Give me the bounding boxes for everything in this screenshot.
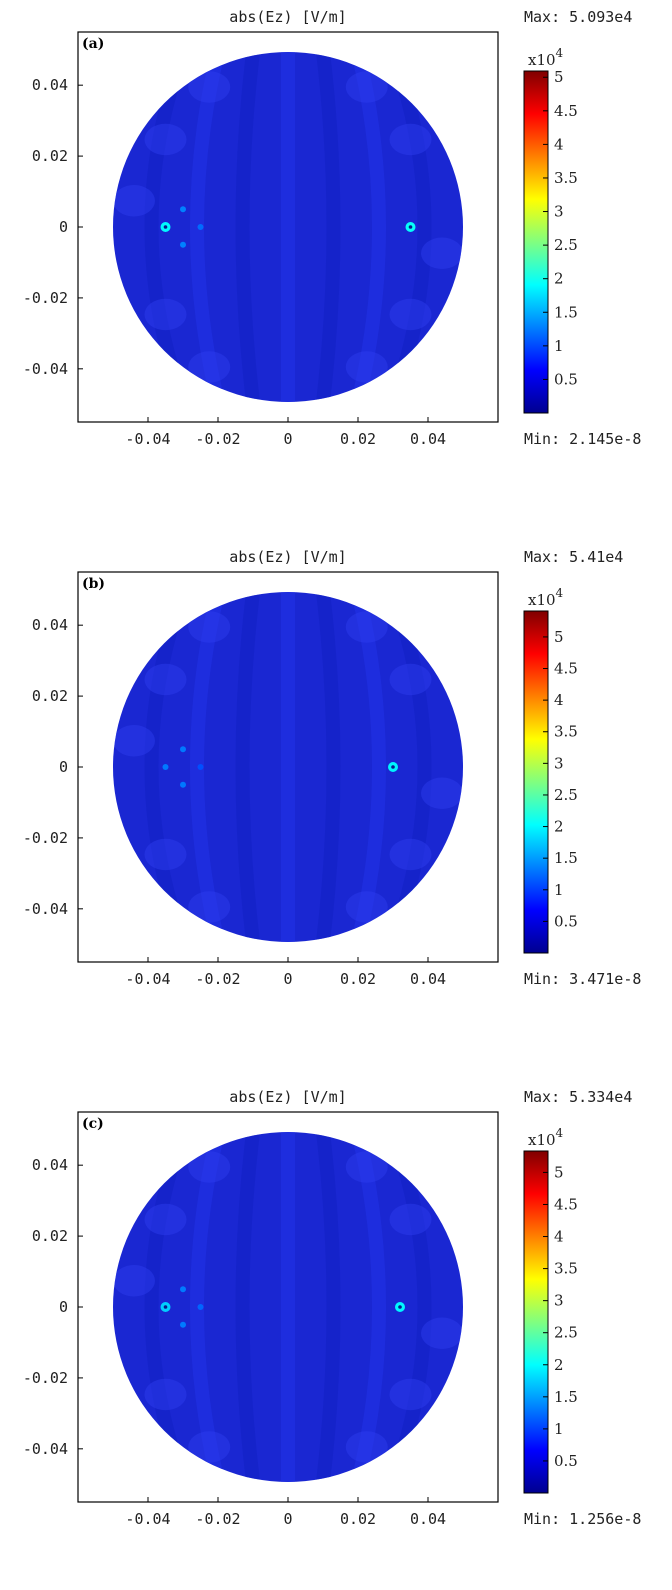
hotspot-2 bbox=[180, 1321, 186, 1328]
colorbar-tick-label: 5 bbox=[554, 628, 564, 646]
min-label: Min: 1.256e-8 bbox=[524, 1510, 641, 1528]
y-tick-label: 0.02 bbox=[32, 147, 68, 165]
x-tick-label: 0.02 bbox=[340, 430, 376, 448]
panel-label: (c) bbox=[82, 1116, 104, 1132]
colorbar-tick-label: 4 bbox=[554, 691, 564, 709]
colorbar-exponent: x104 bbox=[528, 586, 564, 609]
x-tick-label: -0.02 bbox=[195, 430, 240, 448]
colorbar-tick-label: 4.5 bbox=[554, 102, 578, 120]
colorbar-tick-label: 1.5 bbox=[554, 849, 578, 867]
y-tick-label: -0.02 bbox=[23, 289, 68, 307]
y-tick-label: 0 bbox=[59, 218, 68, 236]
min-label: Min: 3.471e-8 bbox=[524, 970, 641, 988]
colorbar-tick-label: 2 bbox=[554, 1356, 564, 1374]
y-tick-label: 0.04 bbox=[32, 616, 68, 634]
colorbar-tick-label: 0.5 bbox=[554, 370, 578, 388]
hotspot-3 bbox=[197, 764, 204, 770]
colorbar-exponent-sup: 4 bbox=[556, 46, 564, 60]
colorbar-tick-label: 0.5 bbox=[554, 912, 578, 930]
hotspot-3 bbox=[197, 1304, 204, 1310]
colorbar-tick-label: 4 bbox=[554, 135, 564, 153]
x-tick-label: -0.02 bbox=[195, 970, 240, 988]
max-label: Max: 5.334e4 bbox=[524, 1088, 632, 1106]
field-plot-svg: abs(Ez) [V/m] Max: 5.093e4 (a) 0.04 0.02 0 -0.… bbox=[23, 8, 642, 448]
colorbar-tick-label: 1.5 bbox=[554, 303, 578, 321]
hotspot-1 bbox=[180, 206, 186, 213]
colorbar-tick-label: 3.5 bbox=[554, 1260, 578, 1278]
x-tick-label: -0.04 bbox=[125, 970, 170, 988]
colorbar-tick-label: 4.5 bbox=[554, 1195, 578, 1213]
colorbar bbox=[523, 610, 549, 954]
y-tick-label: -0.04 bbox=[23, 1440, 68, 1458]
colorbar bbox=[523, 1150, 549, 1494]
y-tick-label: -0.04 bbox=[23, 900, 68, 918]
y-tick-label: -0.02 bbox=[23, 1369, 68, 1387]
x-tick-label: 0.02 bbox=[340, 1510, 376, 1528]
panel-a: abs(Ez) [V/m] Max: 5.093e4 (a) 0.04 0.02 0 -0.… bbox=[0, 0, 672, 510]
y-tick-label: 0.04 bbox=[32, 1156, 68, 1174]
y-tick-label: 0 bbox=[59, 1298, 68, 1316]
field-plot-svg: abs(Ez) [V/m] Max: 5.334e4 (c) 0.04 0.02 0 -0.… bbox=[23, 1088, 642, 1528]
x-tick-label: -0.04 bbox=[125, 1510, 170, 1528]
min-label: Min: 2.145e-8 bbox=[524, 430, 641, 448]
colorbar-tick-label: 3 bbox=[554, 203, 564, 221]
colorbar-tick-label: 2 bbox=[554, 270, 564, 288]
hotspot-0 bbox=[162, 764, 169, 770]
colorbar-tick-label: 3 bbox=[554, 1292, 564, 1310]
panel-b: abs(Ez) [V/m] Max: 5.41e4 (b) 0.04 0.02 0 -0.0… bbox=[0, 540, 672, 1050]
colorbar-tick-label: 2 bbox=[554, 818, 564, 836]
colorbar-tick-label: 2.5 bbox=[554, 786, 578, 804]
colorbar-exponent: x104 bbox=[528, 46, 564, 69]
colorbar-tick-label: 3 bbox=[554, 754, 564, 772]
panel-label: (a) bbox=[82, 36, 104, 52]
x-tick-label: 0 bbox=[283, 1510, 292, 1528]
x-tick-label: 0 bbox=[283, 430, 292, 448]
field-plot-svg: abs(Ez) [V/m] Max: 5.41e4 (b) 0.04 0.02 0 -0.0… bbox=[23, 548, 642, 988]
colorbar-tick-label: 5 bbox=[554, 1163, 564, 1181]
x-tick-label: -0.04 bbox=[125, 430, 170, 448]
x-tick-label: 0.02 bbox=[340, 970, 376, 988]
hotspot-2 bbox=[180, 241, 186, 248]
colorbar-tick-label: 2.5 bbox=[554, 236, 578, 254]
plot-title: abs(Ez) [V/m] bbox=[229, 1088, 346, 1106]
colorbar-tick-label: 1 bbox=[554, 1420, 564, 1438]
colorbar-tick-label: 4 bbox=[554, 1228, 564, 1246]
colorbar-tick-label: 3.5 bbox=[554, 723, 578, 741]
max-label: Max: 5.41e4 bbox=[524, 548, 623, 566]
x-tick-label: 0 bbox=[283, 970, 292, 988]
x-tick-label: -0.02 bbox=[195, 1510, 240, 1528]
plot-title: abs(Ez) [V/m] bbox=[229, 548, 346, 566]
panel-label: (b) bbox=[82, 576, 105, 592]
y-tick-label: -0.04 bbox=[23, 360, 68, 378]
colorbar-tick-label: 4.5 bbox=[554, 660, 578, 678]
y-tick-label: 0 bbox=[59, 758, 68, 776]
colorbar-exponent-sup: 4 bbox=[556, 1126, 564, 1140]
colorbar-tick-label: 1 bbox=[554, 337, 564, 355]
y-tick-label: 0.04 bbox=[32, 76, 68, 94]
colorbar-exponent-sup: 4 bbox=[556, 586, 564, 600]
colorbar bbox=[523, 70, 549, 414]
max-label: Max: 5.093e4 bbox=[524, 8, 632, 26]
colorbar-tick-label: 3.5 bbox=[554, 169, 578, 187]
colorbar-tick-label: 0.5 bbox=[554, 1452, 578, 1470]
y-tick-label: -0.02 bbox=[23, 829, 68, 847]
colorbar-tick-label: 5 bbox=[554, 68, 564, 86]
x-tick-label: 0.04 bbox=[410, 1510, 446, 1528]
hotspot-1 bbox=[180, 1286, 186, 1293]
colorbar-tick-label: 1.5 bbox=[554, 1388, 578, 1406]
panel-c: abs(Ez) [V/m] Max: 5.334e4 (c) 0.04 0.02 0 -0.… bbox=[0, 1080, 672, 1590]
y-tick-label: 0.02 bbox=[32, 1227, 68, 1245]
hotspot-1 bbox=[180, 746, 186, 753]
x-tick-label: 0.04 bbox=[410, 430, 446, 448]
x-tick-label: 0.04 bbox=[410, 970, 446, 988]
hotspot-3 bbox=[197, 224, 204, 230]
colorbar-tick-label: 1 bbox=[554, 881, 564, 899]
plot-title: abs(Ez) [V/m] bbox=[229, 8, 346, 26]
colorbar-exponent: x104 bbox=[528, 1126, 564, 1149]
colorbar-tick-label: 2.5 bbox=[554, 1324, 578, 1342]
y-tick-label: 0.02 bbox=[32, 687, 68, 705]
hotspot-2 bbox=[180, 781, 186, 788]
